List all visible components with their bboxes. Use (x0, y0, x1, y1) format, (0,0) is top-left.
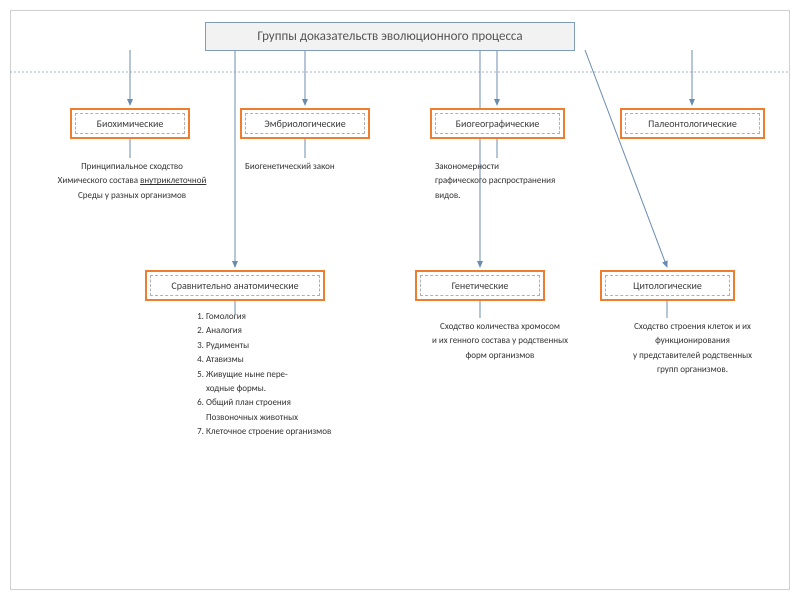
cat-label: Палеонтологические (625, 113, 760, 134)
title-box: Группы доказательств эволюционного проце… (205, 22, 575, 51)
desc-line: Среды у разных организмов (32, 189, 232, 203)
desc-line: видов. (435, 189, 615, 203)
desc-genetic: Сходство количества хромосом и их генног… (400, 320, 600, 363)
desc-line: Принципиальное сходство (32, 160, 232, 174)
desc-line: функционирования (595, 334, 790, 348)
desc-line: графического распространения (435, 174, 615, 188)
list-item: Атавизмы (206, 353, 398, 367)
cat-label: Цитологические (605, 275, 730, 296)
desc-line: Сходство строения клеток и их (595, 320, 790, 334)
cat-embryological: Эмбриологические (240, 108, 370, 139)
cat-anatomical: Сравнительно анатомические (145, 270, 325, 301)
desc-line: форм организмов (400, 349, 600, 363)
cat-label: Сравнительно анатомические (150, 275, 320, 296)
desc-biogeographical: Закономерности графического распростране… (435, 160, 615, 203)
cat-label: Биохимические (75, 113, 185, 134)
desc-anatomical-list: ГомологияАналогияРудиментыАтавизмыЖивущи… (188, 310, 398, 440)
desc-line: у представителей родственных (595, 349, 790, 363)
cat-paleontological: Палеонтологические (620, 108, 765, 139)
underline: внутриклеточной (140, 175, 206, 186)
cat-label: Эмбриологические (245, 113, 365, 134)
list-item: Клеточное строение организмов (206, 425, 398, 439)
desc-line: Сходство количества хромосом (400, 320, 600, 334)
cat-biochemical: Биохимические (70, 108, 190, 139)
list-item: Рудименты (206, 339, 398, 353)
cat-label: Генетические (420, 275, 540, 296)
cat-label: Биогеографические (435, 113, 560, 134)
cat-cytological: Цитологические (600, 270, 735, 301)
desc-embryological: Биогенетический закон (245, 160, 405, 174)
cat-biogeographical: Биогеографические (430, 108, 565, 139)
desc-line: и их генного состава у родственных (400, 334, 600, 348)
list-item: Общий план строенияПозвоночных животных (206, 396, 398, 425)
list-item: Аналогия (206, 324, 398, 338)
list-item: Гомология (206, 310, 398, 324)
desc-line: Закономерности (435, 160, 615, 174)
title-text: Группы доказательств эволюционного проце… (257, 29, 522, 44)
desc-line: Биогенетический закон (245, 160, 405, 174)
desc-line: групп организмов. (595, 363, 790, 377)
list-item: Живущие ныне пере-ходные формы. (206, 368, 398, 397)
desc-line: Химического состава внутриклеточной (32, 174, 232, 188)
desc-cytological: Сходство строения клеток и их функционир… (595, 320, 790, 378)
cat-genetic: Генетические (415, 270, 545, 301)
desc-biochemical: Принципиальное сходство Химического сост… (32, 160, 232, 203)
